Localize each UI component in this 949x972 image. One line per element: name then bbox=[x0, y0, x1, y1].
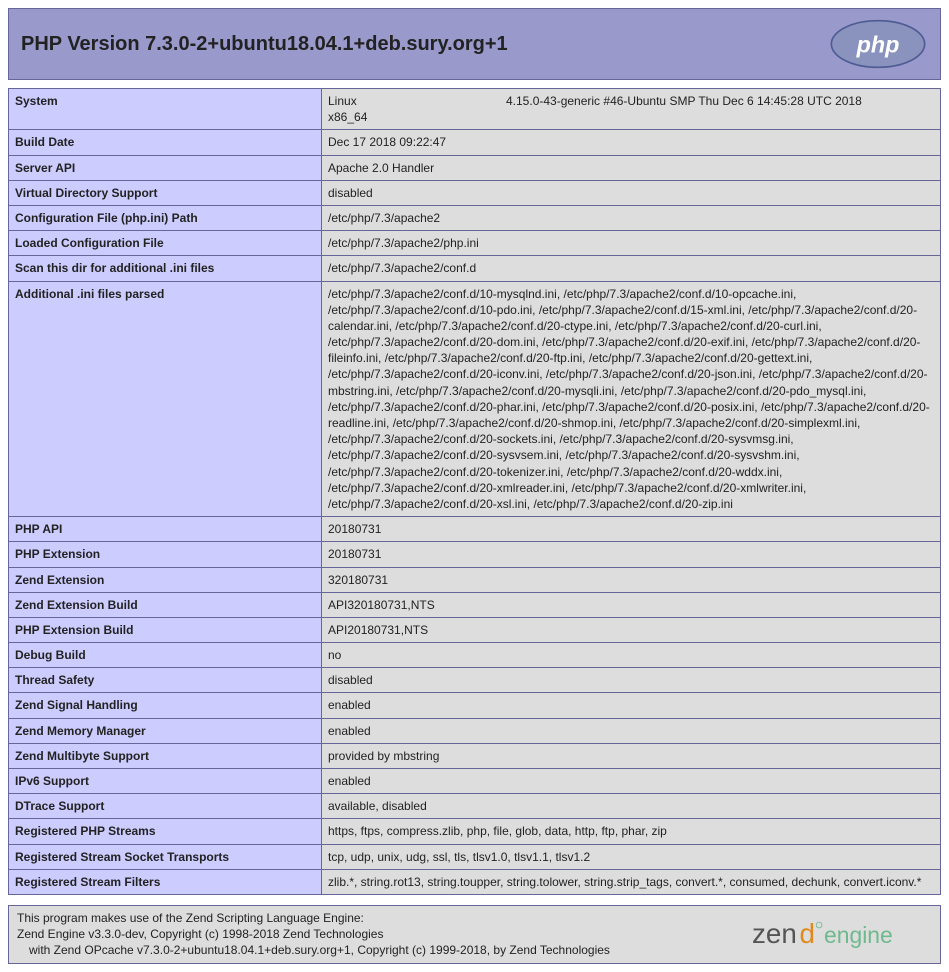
config-value: 20180731 bbox=[322, 542, 941, 567]
system-value-wrap: Linux 4.15.0-43-generic #46-Ubuntu SMP Th… bbox=[328, 93, 934, 109]
config-value: /etc/php/7.3/apache2/conf.d bbox=[322, 256, 941, 281]
config-label: Registered Stream Socket Transports bbox=[9, 844, 322, 869]
config-label: Configuration File (php.ini) Path bbox=[9, 205, 322, 230]
config-value: Dec 17 2018 09:22:47 bbox=[322, 130, 941, 155]
table-row: IPv6 Supportenabled bbox=[9, 769, 941, 794]
page-title: PHP Version 7.3.0-2+ubuntu18.04.1+deb.su… bbox=[21, 33, 508, 56]
table-row: Registered Stream Socket Transportstcp, … bbox=[9, 844, 941, 869]
system-os: Linux bbox=[328, 93, 498, 109]
config-value: /etc/php/7.3/apache2 bbox=[322, 205, 941, 230]
table-row: PHP API20180731 bbox=[9, 517, 941, 542]
php-logo-icon: php bbox=[828, 19, 928, 69]
config-label: Zend Memory Manager bbox=[9, 718, 322, 743]
config-value: zlib.*, string.rot13, string.toupper, st… bbox=[322, 869, 941, 894]
svg-text:zen: zen bbox=[752, 918, 797, 949]
config-label: Build Date bbox=[9, 130, 322, 155]
table-row: Zend Signal Handlingenabled bbox=[9, 693, 941, 718]
phpinfo-header: PHP Version 7.3.0-2+ubuntu18.04.1+deb.su… bbox=[8, 8, 941, 80]
config-label: System bbox=[9, 89, 322, 130]
config-value: https, ftps, compress.zlib, php, file, g… bbox=[322, 819, 941, 844]
config-label: Thread Safety bbox=[9, 668, 322, 693]
table-row: DTrace Supportavailable, disabled bbox=[9, 794, 941, 819]
svg-text:engine: engine bbox=[824, 922, 893, 948]
config-label: Zend Extension Build bbox=[9, 592, 322, 617]
table-row: Debug Buildno bbox=[9, 643, 941, 668]
table-row: Server APIApache 2.0 Handler bbox=[9, 155, 941, 180]
system-kernel: 4.15.0-43-generic #46-Ubuntu SMP Thu Dec… bbox=[506, 93, 934, 109]
phpinfo-main-table: System Linux 4.15.0-43-generic #46-Ubuntu … bbox=[8, 88, 941, 895]
table-row: Scan this dir for additional .ini files/… bbox=[9, 256, 941, 281]
table-row: PHP Extension20180731 bbox=[9, 542, 941, 567]
config-value: enabled bbox=[322, 693, 941, 718]
table-row: Virtual Directory Supportdisabled bbox=[9, 180, 941, 205]
config-value: 20180731 bbox=[322, 517, 941, 542]
table-row: System Linux 4.15.0-43-generic #46-Ubuntu … bbox=[9, 89, 941, 130]
zend-line-3: with Zend OPcache v7.3.0-2+ubuntu18.04.1… bbox=[17, 942, 610, 958]
config-label: PHP API bbox=[9, 517, 322, 542]
config-label: Scan this dir for additional .ini files bbox=[9, 256, 322, 281]
config-value: provided by mbstring bbox=[322, 743, 941, 768]
table-row: Zend Extension320180731 bbox=[9, 567, 941, 592]
config-value: /etc/php/7.3/apache2/conf.d/10-mysqlnd.i… bbox=[322, 281, 941, 517]
config-label: Server API bbox=[9, 155, 322, 180]
config-label: DTrace Support bbox=[9, 794, 322, 819]
zend-engine-box: This program makes use of the Zend Scrip… bbox=[8, 905, 941, 964]
config-value: API20180731,NTS bbox=[322, 617, 941, 642]
table-row: Loaded Configuration File/etc/php/7.3/ap… bbox=[9, 231, 941, 256]
config-label: Zend Extension bbox=[9, 567, 322, 592]
config-label: Registered Stream Filters bbox=[9, 869, 322, 894]
table-row: PHP Extension BuildAPI20180731,NTS bbox=[9, 617, 941, 642]
zend-engine-logo-icon: zen d engine bbox=[752, 913, 932, 955]
config-value: enabled bbox=[322, 769, 941, 794]
table-row: Build DateDec 17 2018 09:22:47 bbox=[9, 130, 941, 155]
config-label: IPv6 Support bbox=[9, 769, 322, 794]
zend-engine-text: This program makes use of the Zend Scrip… bbox=[17, 910, 610, 959]
config-value: enabled bbox=[322, 718, 941, 743]
table-row: Registered Stream Filterszlib.*, string.… bbox=[9, 869, 941, 894]
table-row: Thread Safetydisabled bbox=[9, 668, 941, 693]
config-value: no bbox=[322, 643, 941, 668]
config-label: Additional .ini files parsed bbox=[9, 281, 322, 517]
zend-line-2: Zend Engine v3.3.0-dev, Copyright (c) 19… bbox=[17, 927, 383, 941]
config-label: Loaded Configuration File bbox=[9, 231, 322, 256]
config-value: disabled bbox=[322, 180, 941, 205]
config-label: Virtual Directory Support bbox=[9, 180, 322, 205]
system-arch: x86_64 bbox=[328, 109, 934, 125]
table-row: Zend Memory Managerenabled bbox=[9, 718, 941, 743]
config-value: disabled bbox=[322, 668, 941, 693]
config-value: available, disabled bbox=[322, 794, 941, 819]
table-row: Registered PHP Streamshttps, ftps, compr… bbox=[9, 819, 941, 844]
config-value: API320180731,NTS bbox=[322, 592, 941, 617]
config-value: 320180731 bbox=[322, 567, 941, 592]
config-value: tcp, udp, unix, udg, ssl, tls, tlsv1.0, … bbox=[322, 844, 941, 869]
table-row: Zend Multibyte Supportprovided by mbstri… bbox=[9, 743, 941, 768]
svg-text:php: php bbox=[856, 31, 900, 57]
config-value: /etc/php/7.3/apache2/php.ini bbox=[322, 231, 941, 256]
config-label: Debug Build bbox=[9, 643, 322, 668]
config-label: Zend Signal Handling bbox=[9, 693, 322, 718]
config-label: Zend Multibyte Support bbox=[9, 743, 322, 768]
config-value: Linux 4.15.0-43-generic #46-Ubuntu SMP Th… bbox=[322, 89, 941, 130]
config-label: PHP Extension bbox=[9, 542, 322, 567]
svg-text:d: d bbox=[799, 918, 814, 949]
config-label: PHP Extension Build bbox=[9, 617, 322, 642]
zend-line-1: This program makes use of the Zend Scrip… bbox=[17, 911, 364, 925]
config-label: Registered PHP Streams bbox=[9, 819, 322, 844]
table-row: Zend Extension BuildAPI320180731,NTS bbox=[9, 592, 941, 617]
table-row: Configuration File (php.ini) Path/etc/ph… bbox=[9, 205, 941, 230]
table-row: Additional .ini files parsed/etc/php/7.3… bbox=[9, 281, 941, 517]
config-value: Apache 2.0 Handler bbox=[322, 155, 941, 180]
